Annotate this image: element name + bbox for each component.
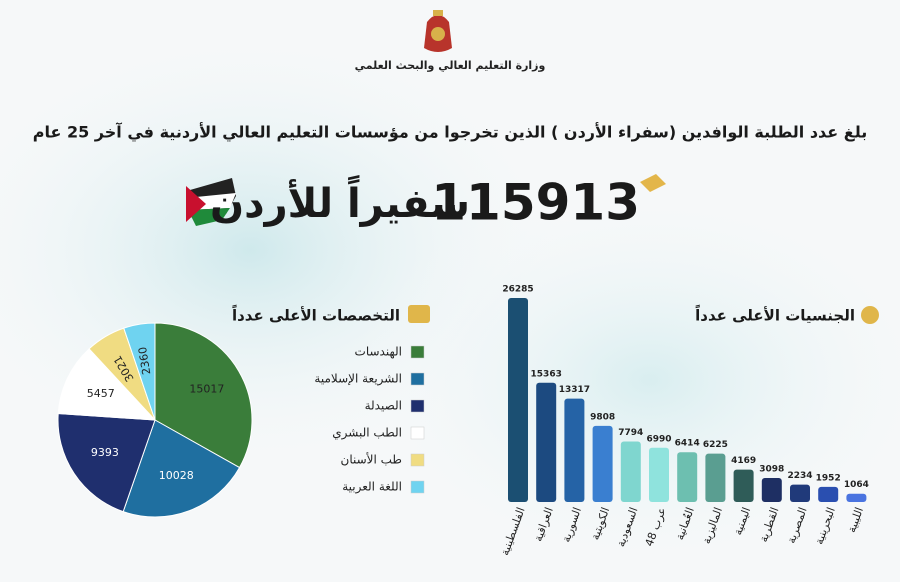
jordan-flag — [186, 178, 236, 226]
value-label: 15017 — [189, 383, 224, 396]
bar — [592, 425, 613, 502]
value-label: 26285 — [502, 285, 533, 295]
emblem — [424, 10, 452, 52]
ministry-name: وزارة التعليم العالي والبحث العلمي — [355, 59, 546, 72]
chart-title: الجنسيات الأعلى عدداً — [695, 304, 855, 324]
value-label: 2360 — [136, 346, 153, 376]
bar — [790, 484, 810, 502]
total-label: سفيراً للأردن — [210, 174, 470, 227]
legend-swatch — [410, 345, 425, 359]
bar — [536, 382, 557, 502]
value-label: 5457 — [87, 387, 115, 400]
legend-label: الصيدلة — [365, 399, 402, 413]
legend-swatch — [410, 372, 425, 386]
value-label: 13317 — [559, 385, 590, 395]
value-label: 7794 — [618, 428, 643, 438]
section-icon — [408, 305, 430, 323]
total-number: 115913 — [431, 174, 640, 232]
bar — [649, 447, 669, 502]
legend-swatch — [410, 399, 425, 413]
value-label: 10028 — [159, 469, 194, 482]
bar — [620, 441, 641, 502]
legend-label: الطب البشري — [332, 426, 402, 441]
bar — [677, 452, 698, 502]
value-label: 9393 — [91, 446, 119, 459]
pie-slice — [57, 412, 156, 513]
legend-swatch — [410, 426, 425, 440]
bar — [733, 469, 754, 502]
bar — [564, 398, 585, 502]
pie-slice — [123, 322, 156, 421]
legend-label: الشريعة الإسلامية — [314, 372, 402, 387]
pie-slice — [154, 322, 253, 469]
value-label: 15363 — [531, 369, 562, 379]
bar — [705, 453, 726, 502]
value-label: 3098 — [759, 464, 784, 474]
section-icon — [861, 306, 879, 324]
value-label: 2234 — [787, 471, 812, 481]
value-label: 1064 — [844, 480, 869, 490]
value-label: 6225 — [703, 440, 728, 450]
graduation-cap — [640, 174, 666, 192]
pie-slice — [57, 348, 157, 421]
bar — [508, 298, 528, 502]
legend-label: طب الأسنان — [341, 452, 402, 467]
value-label: 4169 — [731, 456, 756, 466]
chart-title: التخصصات الأعلى عدداً — [232, 304, 400, 324]
legend-swatch — [410, 453, 425, 467]
bar — [818, 486, 839, 502]
headline: بلغ عدد الطلبة الوافدين (سفراء الأردن ) … — [33, 122, 868, 143]
pie-slice — [122, 419, 241, 518]
bar — [761, 477, 782, 502]
legend-label: الهندسات — [355, 345, 402, 359]
value-label: 1952 — [816, 473, 841, 483]
bar — [846, 493, 867, 502]
value-label: 6414 — [675, 439, 700, 449]
value-label: 9808 — [590, 412, 615, 422]
value-label: 6990 — [646, 434, 671, 444]
legend-swatch — [410, 480, 425, 494]
legend-label: اللغة العربية — [342, 480, 402, 495]
